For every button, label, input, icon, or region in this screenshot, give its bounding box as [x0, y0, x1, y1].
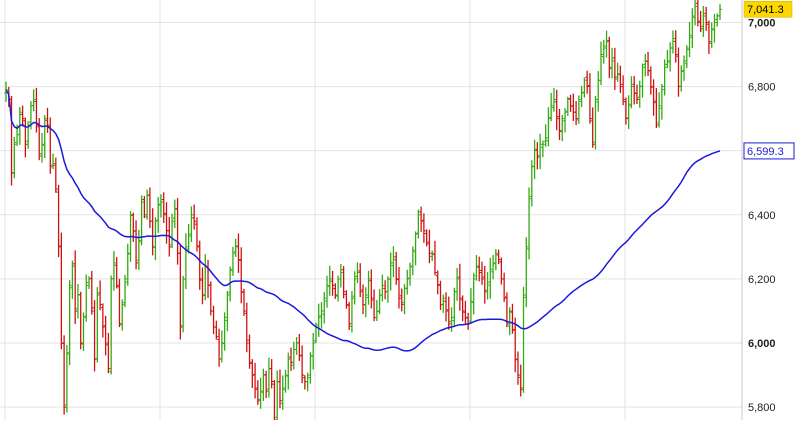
ma-badge: [743, 142, 795, 160]
y-tick-label: 6,200: [748, 274, 776, 286]
y-tick-label: 6,800: [748, 82, 776, 94]
y-tick-label: 6,400: [748, 210, 776, 222]
ma-badge-label: 6,599.3: [747, 146, 784, 158]
moving-average-line: [5, 89, 721, 352]
y-tick-label: 5,800: [748, 402, 776, 414]
y-tick-label: 6,000: [748, 338, 776, 350]
price-badge: [743, 0, 793, 18]
y-tick-label: 7,000: [748, 17, 776, 29]
price-badge-label: 7,041.3: [747, 4, 784, 16]
